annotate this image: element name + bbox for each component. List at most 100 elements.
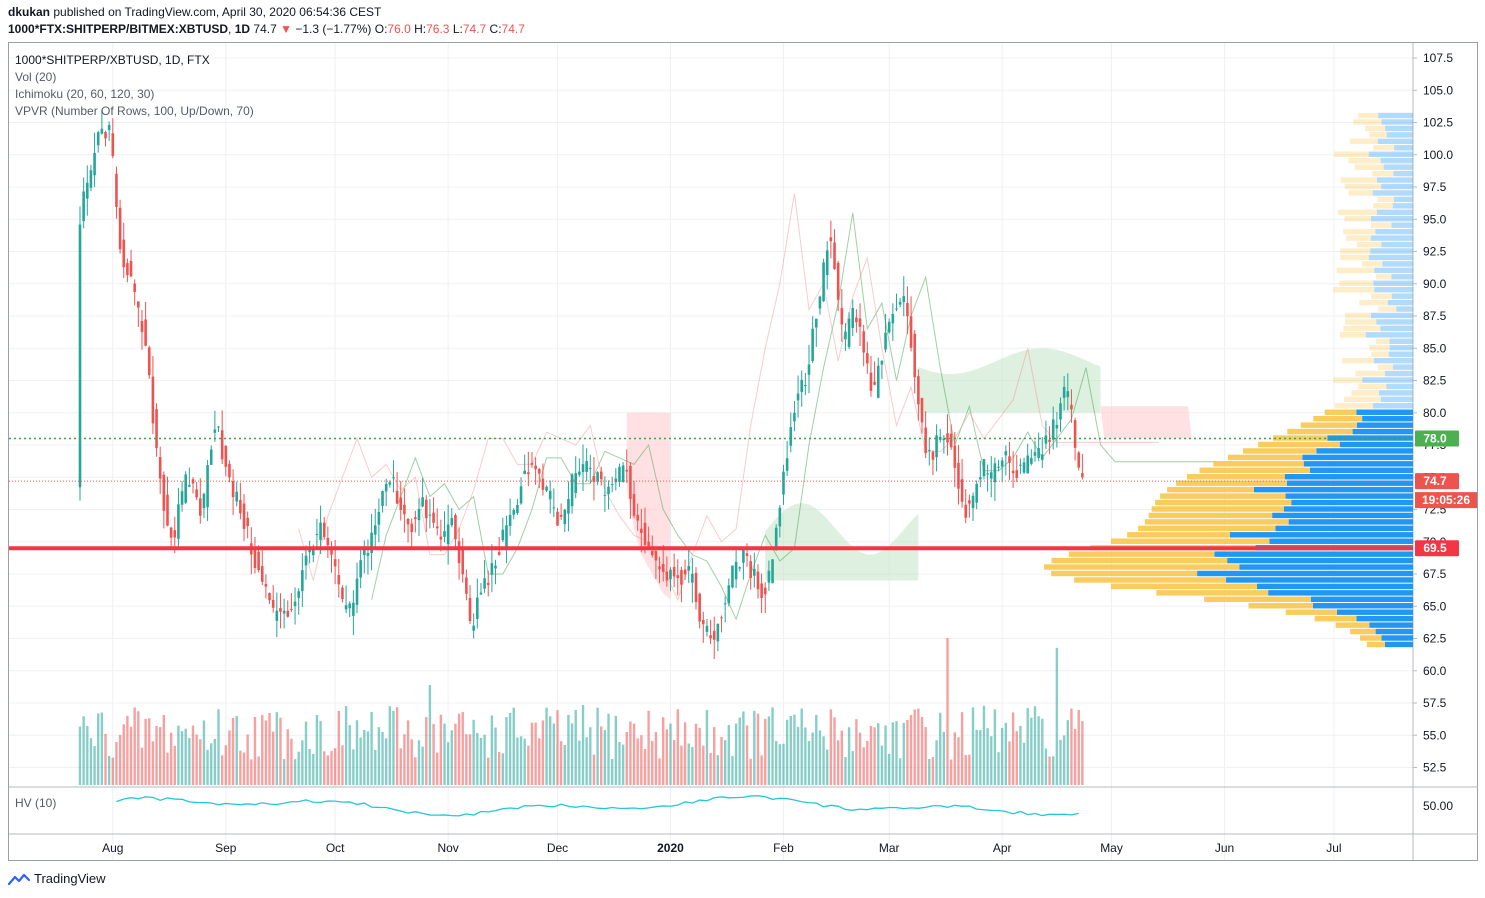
- volume-profile-up-bar: [1253, 486, 1413, 493]
- chart-frame[interactable]: [8, 42, 1478, 861]
- symbol-name[interactable]: 1000*FTX:SHITPERP/BITMEX:XBTUSD: [8, 22, 229, 36]
- candle-body: [537, 469, 541, 474]
- volume-bar: [425, 717, 428, 785]
- candle-body: [195, 489, 198, 498]
- legend-main-series[interactable]: 1000*SHITPERP/XBTUSD, 1D, FTX: [15, 53, 210, 67]
- countdown-label: 19:05:26: [1415, 492, 1477, 509]
- volume-bar: [887, 753, 891, 785]
- volume-bar: [767, 716, 771, 785]
- candle-body: [1055, 424, 1059, 429]
- legend-vpvr[interactable]: VPVR (Number Of Rows, 100, Up/Down, 70): [15, 104, 254, 118]
- tradingview-logo[interactable]: TradingView: [8, 871, 106, 886]
- volume-profile-down-bar: [1285, 609, 1337, 615]
- candle-body: [658, 566, 661, 570]
- candle-body: [822, 262, 825, 302]
- candle-body: [253, 549, 257, 569]
- volume-bar: [545, 707, 548, 785]
- candle-body: [213, 429, 217, 433]
- candle-body: [672, 567, 676, 577]
- candle-body: [592, 475, 596, 483]
- volume-profile-up-bar: [1391, 222, 1413, 228]
- candle-body: [680, 570, 683, 585]
- volume-bar: [414, 757, 417, 785]
- candle-body: [920, 398, 924, 423]
- volume-bar: [917, 708, 920, 785]
- volume-bar: [946, 637, 949, 785]
- candle-body: [403, 504, 406, 515]
- volume-profile-up-bar: [1229, 532, 1413, 538]
- volume-profile-down-bar: [1358, 383, 1387, 390]
- volume-bar: [680, 745, 683, 785]
- candle-body: [902, 296, 906, 303]
- legend-hv[interactable]: HV (10): [15, 796, 57, 810]
- volume-bar: [734, 723, 738, 785]
- time-axis-label: Apr: [993, 841, 1012, 855]
- volume-bar: [541, 720, 545, 785]
- candle-body: [435, 526, 439, 529]
- candle-body: [804, 385, 807, 387]
- volume-bar: [672, 739, 676, 785]
- candle-body: [206, 465, 209, 508]
- volume-bar: [512, 707, 515, 785]
- candle-body: [333, 559, 337, 567]
- volume-bar: [1000, 727, 1004, 785]
- candle-body: [144, 319, 147, 346]
- candle-body: [348, 603, 352, 609]
- volume-bar: [764, 718, 767, 785]
- candle-body: [494, 565, 497, 569]
- candle-body: [607, 486, 610, 495]
- candle-body: [293, 601, 297, 607]
- volume-bar: [250, 759, 253, 785]
- candle-body: [162, 474, 166, 511]
- volume-bar: [771, 707, 774, 785]
- candle-body: [731, 565, 734, 588]
- candle-body: [621, 465, 625, 482]
- time-axis-label: Aug: [102, 841, 123, 855]
- volume-bar: [1077, 709, 1080, 785]
- price-label-78: 78.0: [1415, 430, 1459, 447]
- volume-profile-down-bar: [1167, 486, 1254, 493]
- volume-bar: [647, 710, 650, 785]
- legend-volume[interactable]: Vol (20): [15, 70, 57, 84]
- author-name[interactable]: dkukan: [8, 5, 51, 19]
- volume-bar: [669, 723, 672, 785]
- volume-bar: [1004, 722, 1008, 785]
- volume-bar: [461, 712, 464, 785]
- volume-bar: [1033, 706, 1037, 785]
- volume-profile-down-bar: [1324, 409, 1357, 415]
- volume-bar: [829, 709, 833, 785]
- volume-bar: [851, 751, 854, 785]
- volume-profile-up-bar: [1339, 441, 1413, 448]
- candle-body: [840, 308, 844, 325]
- volume-profile-up-bar: [1369, 622, 1413, 628]
- volume-bar: [651, 740, 654, 785]
- volume-bar: [957, 737, 960, 785]
- candle-body: [829, 237, 833, 242]
- volume-bar: [129, 726, 133, 785]
- legend-ichimoku[interactable]: Ichimoku (20, 60, 120, 30): [15, 87, 155, 101]
- volume-bar: [454, 723, 457, 785]
- published-text: published on TradingView.com, April 30, …: [53, 5, 382, 19]
- volume-bar: [118, 734, 122, 785]
- volume-bar: [275, 712, 279, 785]
- candle-body: [352, 602, 355, 616]
- candle-body: [1004, 451, 1008, 456]
- candle-body: [497, 552, 501, 555]
- volume-profile-down-bar: [1138, 525, 1276, 532]
- candle-body: [578, 471, 581, 475]
- candle-body: [596, 472, 599, 482]
- candle-body: [610, 483, 614, 485]
- candle-body: [446, 524, 450, 545]
- candle-body: [399, 497, 403, 510]
- volume-profile-up-bar: [1380, 396, 1413, 403]
- candle-body: [701, 619, 705, 625]
- volume-bar: [264, 720, 268, 785]
- candle-body: [705, 625, 709, 632]
- volume-bar: [592, 754, 596, 785]
- volume-bar: [873, 727, 876, 785]
- volume-profile-up-bar: [1385, 125, 1413, 132]
- close-value: 74.7: [501, 22, 525, 36]
- volume-profile-down-bar: [1343, 396, 1381, 403]
- volume-profile-down-bar: [1187, 474, 1285, 480]
